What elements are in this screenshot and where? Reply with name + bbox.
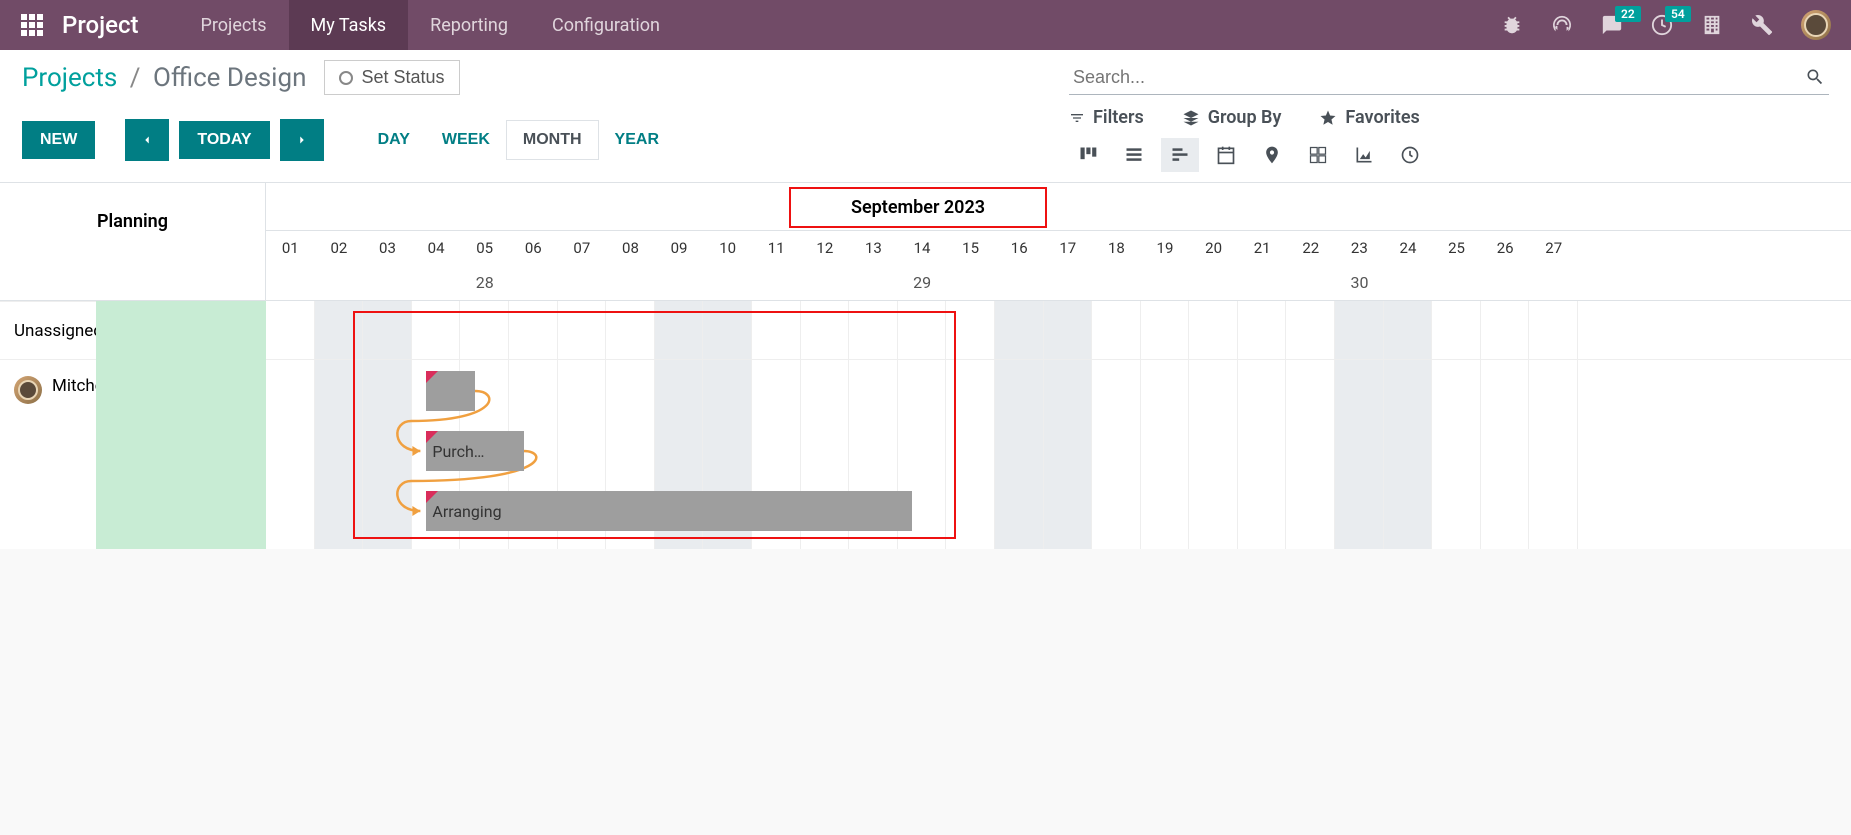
user-avatar-icon [14,376,42,404]
priority-flag-icon [426,371,438,383]
day-header: 15 [946,231,995,265]
search-icon[interactable] [1805,67,1825,87]
day-header: 08 [606,231,655,265]
day-header: 11 [752,231,801,265]
support-icon[interactable] [1551,14,1573,36]
breadcrumb-current: Office Design [153,63,306,93]
breadcrumb-projects[interactable]: Projects [22,63,117,93]
priority-flag-icon [426,431,438,443]
nav-configuration[interactable]: Configuration [530,0,682,50]
messages-icon[interactable]: 22 [1601,14,1623,36]
filters-dropdown[interactable]: Filters [1069,107,1144,128]
view-list[interactable] [1115,138,1153,172]
day-header: 01 [266,231,315,265]
view-map[interactable] [1253,138,1291,172]
day-header: 17 [1044,231,1093,265]
day-header: 21 [1238,231,1287,265]
debug-icon[interactable] [1501,14,1523,36]
today-button[interactable]: TODAY [179,121,269,159]
scale-month[interactable]: MONTH [506,120,599,160]
view-activity[interactable] [1391,138,1429,172]
week-header: 30 [1141,265,1578,300]
favorites-dropdown[interactable]: Favorites [1319,107,1419,128]
company-icon[interactable] [1701,14,1723,36]
day-header: 13 [849,231,898,265]
day-header: 16 [995,231,1044,265]
nav-reporting[interactable]: Reporting [408,0,530,50]
day-header: 27 [1529,231,1578,265]
day-header: 23 [1335,231,1384,265]
view-pivot[interactable] [1299,138,1337,172]
user-avatar[interactable] [1801,10,1831,40]
view-kanban[interactable] [1069,138,1107,172]
task-bar[interactable]: Purch… [426,431,523,471]
task-bar[interactable]: Arranging [426,491,912,531]
day-header: 20 [1189,231,1238,265]
day-header: 24 [1384,231,1433,265]
day-header: 10 [703,231,752,265]
breadcrumb: Projects / Office Design [22,63,306,93]
week-header: 29 [703,265,1140,300]
control-panel: Projects / Office Design Set Status NEW … [0,50,1851,182]
view-calendar[interactable] [1207,138,1245,172]
activities-badge: 54 [1665,6,1691,22]
week-header: 28 [266,265,703,300]
prev-button[interactable] [125,119,169,161]
day-header: 07 [558,231,607,265]
tools-icon[interactable] [1751,14,1773,36]
groupby-dropdown[interactable]: Group By [1182,107,1282,128]
nav-projects[interactable]: Projects [179,0,289,50]
gantt-view: Planning September 2023 0102030405060708… [0,182,1851,549]
day-header: 14 [898,231,947,265]
scale-year[interactable]: YEAR [599,120,675,160]
view-graph[interactable] [1345,138,1383,172]
view-gantt[interactable] [1161,138,1199,172]
month-title: September 2023 [789,187,1047,228]
scale-week[interactable]: WEEK [426,120,506,160]
new-button[interactable]: NEW [22,121,95,159]
search-input[interactable] [1069,61,1829,95]
nav-my-tasks[interactable]: My Tasks [289,0,409,50]
messages-badge: 22 [1615,6,1641,22]
day-header: 09 [655,231,704,265]
day-header: 03 [363,231,412,265]
priority-flag-icon [426,491,438,503]
status-dot-icon [339,71,353,85]
next-button[interactable] [280,119,324,161]
day-header: 04 [412,231,461,265]
scale-day[interactable]: DAY [362,120,426,160]
day-header: 05 [460,231,509,265]
day-header: 25 [1432,231,1481,265]
day-header: 22 [1286,231,1335,265]
navbar: Project ProjectsMy TasksReportingConfigu… [0,0,1851,50]
planning-title: Planning [0,183,265,260]
set-status-button[interactable]: Set Status [324,60,459,95]
day-header: 19 [1141,231,1190,265]
activities-icon[interactable]: 54 [1651,14,1673,36]
app-title[interactable]: Project [62,11,139,39]
day-header: 18 [1092,231,1141,265]
apps-menu-icon[interactable] [20,13,44,37]
day-header: 02 [315,231,364,265]
day-header: 26 [1481,231,1530,265]
day-header: 06 [509,231,558,265]
day-header: 12 [801,231,850,265]
task-bar[interactable] [426,371,475,411]
